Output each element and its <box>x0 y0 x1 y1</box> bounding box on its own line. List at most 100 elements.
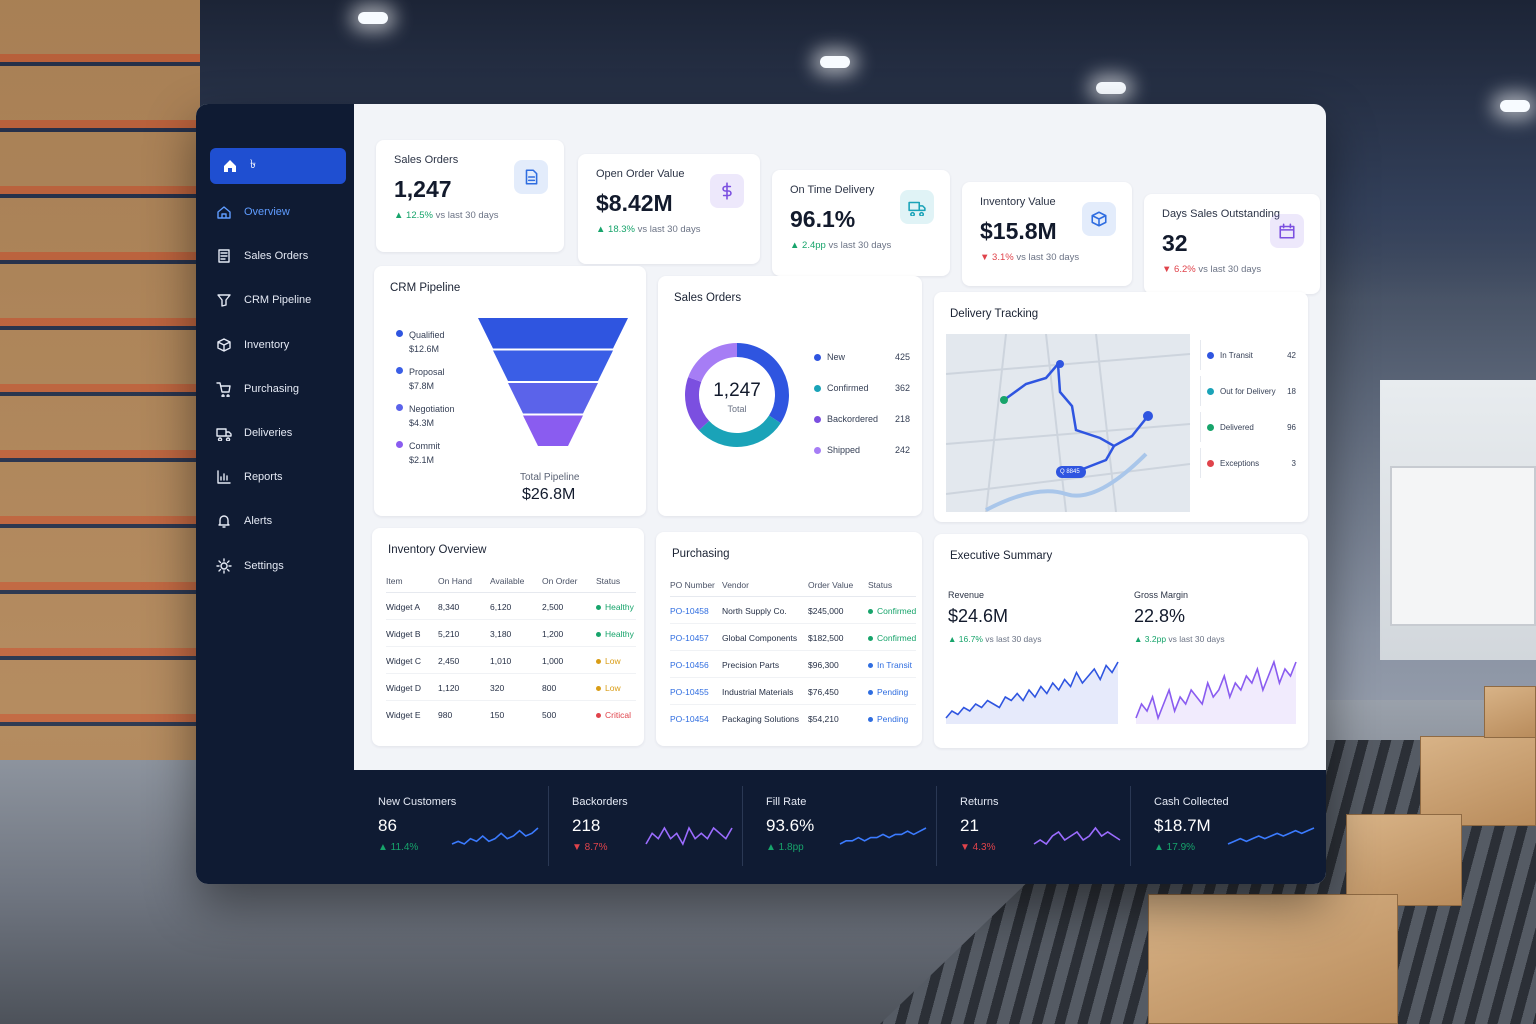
kpi-title: Days Sales Outstanding <box>1162 208 1281 220</box>
cardboard-box <box>1346 814 1462 906</box>
column-header[interactable]: Order Value <box>808 580 854 590</box>
status-label: Low <box>605 683 621 693</box>
kpi-icon-box <box>514 160 548 194</box>
crm-pipeline-icon <box>217 294 231 308</box>
donut-segment-shipped <box>688 343 737 382</box>
kpi-card-inventory-value[interactable]: Inventory Value $15.8M ▼ 3.1% vs last 30 d… <box>962 182 1132 286</box>
ceiling-light <box>358 12 388 24</box>
sparkline-line <box>1135 659 1297 721</box>
status-label: Confirmed <box>877 633 917 643</box>
delivery-truck <box>1390 466 1536 626</box>
bottom-kpi-fill-rate[interactable]: Fill Rate 93.6% ▲ 1.8pp <box>742 770 936 884</box>
legend-dot <box>814 353 821 361</box>
purchasing-card: Purchasing PO Number Vendor Order Value Sta… <box>656 532 922 746</box>
crm-stage-name: Qualified <box>409 330 445 340</box>
legend-dot <box>396 404 403 411</box>
kpi-value: 1,247 <box>394 176 452 202</box>
column-header[interactable]: On Hand <box>438 576 473 586</box>
po-number-link[interactable]: PO-10456 <box>670 660 709 670</box>
column-header[interactable]: On Order <box>542 576 578 586</box>
column-header[interactable]: Available <box>490 576 525 586</box>
calendar-icon <box>1279 223 1295 239</box>
bottom-kpi-cash-collected[interactable]: Cash Collected $18.7M ▲ 17.9% <box>1130 770 1324 884</box>
table-cell: Widget B <box>386 629 421 639</box>
sidebar-item-alerts[interactable]: Alerts <box>216 507 346 535</box>
sidebar-item-deliveries[interactable]: Deliveries <box>216 419 346 447</box>
sidebar-item-purchasing[interactable]: Purchasing <box>216 375 346 403</box>
status-badge: Low <box>596 656 621 666</box>
po-number-link[interactable]: PO-10455 <box>670 687 709 697</box>
kpi-card-open-order-value[interactable]: Open Order Value $8.42M ▲ 18.3% vs last 30… <box>578 154 760 264</box>
cardboard-box <box>1420 736 1536 826</box>
po-number-link[interactable]: PO-10458 <box>670 606 709 616</box>
bottom-kpi-new-customers[interactable]: New Customers 86 ▲ 11.4% <box>354 770 548 884</box>
brand-home-button[interactable]: ৳ <box>210 148 346 184</box>
inventory-icon <box>217 337 231 352</box>
delivery-status-name: Exceptions <box>1220 458 1260 468</box>
column-header[interactable]: Item <box>386 576 403 586</box>
delivery-map[interactable] <box>946 334 1190 512</box>
column-header[interactable]: PO Number <box>670 580 715 590</box>
sparkline-line <box>645 826 733 846</box>
kpi-note: vs last 30 days <box>1198 264 1262 275</box>
crm-stage-value: $12.6M <box>409 344 440 354</box>
delivery-status-count: 42 <box>1287 350 1296 360</box>
status-dot <box>596 658 601 664</box>
delivery-status-count: 18 <box>1287 386 1296 396</box>
po-number-link[interactable]: PO-10454 <box>670 714 709 724</box>
card-title: Inventory Overview <box>388 544 487 556</box>
column-header[interactable]: Status <box>868 580 893 590</box>
column-header[interactable]: Status <box>596 576 621 586</box>
bottom-kpi-returns[interactable]: Returns 21 ▼ 4.3% <box>936 770 1130 884</box>
sidebar-item-overview[interactable]: Overview <box>216 198 346 226</box>
table-cell: 150 <box>490 710 505 720</box>
delivery-status-count: 3 <box>1291 458 1296 468</box>
row-divider <box>386 646 636 647</box>
table-cell: 2,450 <box>438 656 460 666</box>
table-cell: Precision Parts <box>722 660 780 670</box>
bottom-kpi-sparkline <box>1227 827 1315 845</box>
table-cell: $54,210 <box>808 714 839 724</box>
kpi-card-sales-orders[interactable]: Sales Orders 1,247 ▲ 12.5% vs last 30 days <box>376 140 564 252</box>
kpi-delta: ▲ 12.5% <box>394 210 433 221</box>
kpi-card-on-time-delivery[interactable]: On Time Delivery 96.1% ▲ 2.4pp vs last 30 … <box>772 170 950 276</box>
sidebar-item-inventory[interactable]: Inventory <box>216 331 346 359</box>
legend-dot <box>396 367 403 374</box>
po-number-link[interactable]: PO-10457 <box>670 633 709 643</box>
sidebar-item-settings[interactable]: Settings <box>216 552 346 580</box>
executive-summary-card: Executive Summary Revenue $24.6M ▲ 16.7%… <box>934 534 1308 748</box>
donut-center-value: 1,247 <box>713 380 761 401</box>
sidebar-item-sales-orders[interactable]: Sales Orders <box>216 242 346 270</box>
status-dot <box>868 662 873 668</box>
bottom-kpi-value: 93.6% <box>766 816 815 835</box>
gross-margin-delta: ▲ 3.2pp <box>1134 634 1167 644</box>
table-cell: $182,500 <box>808 633 844 643</box>
column-header[interactable]: Vendor <box>722 580 749 590</box>
bottom-kpi-backorders[interactable]: Backorders 218 ▼ 8.7% <box>548 770 742 884</box>
table-cell: Widget D <box>386 683 421 693</box>
sidebar-item-reports[interactable]: Reports <box>216 463 346 491</box>
legend-dot <box>814 384 821 392</box>
table-cell: Packaging Solutions <box>722 714 800 724</box>
bottom-kpi-title: Backorders <box>572 796 628 808</box>
kpi-card-days-sales-outstanding[interactable]: Days Sales Outstanding 32 ▼ 6.2% vs last 3… <box>1144 194 1320 294</box>
kpi-icon-box <box>1270 214 1304 248</box>
table-cell: $245,000 <box>808 606 844 616</box>
legend-dot <box>1207 423 1214 431</box>
delivery-status-item[interactable]: Exceptions 3 <box>1200 448 1296 478</box>
table-cell: Widget A <box>386 602 421 612</box>
delivery-status-item[interactable]: Delivered 96 <box>1200 412 1296 442</box>
kpi-delta: ▲ 2.4pp <box>790 240 826 251</box>
status-label: Confirmed <box>877 606 917 616</box>
status-label: Pending <box>877 714 909 724</box>
brand-label: ৳ <box>250 157 256 171</box>
delivery-status-item[interactable]: In Transit 42 <box>1200 340 1296 370</box>
bottom-separator <box>936 786 937 866</box>
kpi-note: vs last 30 days <box>828 240 892 251</box>
sidebar-item-crm-pipeline[interactable]: CRM Pipeline <box>216 286 346 314</box>
status-label: Low <box>605 656 621 666</box>
delivery-status-item[interactable]: Out for Delivery 18 <box>1200 376 1296 406</box>
kpi-value: $8.42M <box>596 190 673 216</box>
sidebar-item-label: Purchasing <box>244 382 300 395</box>
sidebar-item-label: Settings <box>244 559 284 572</box>
